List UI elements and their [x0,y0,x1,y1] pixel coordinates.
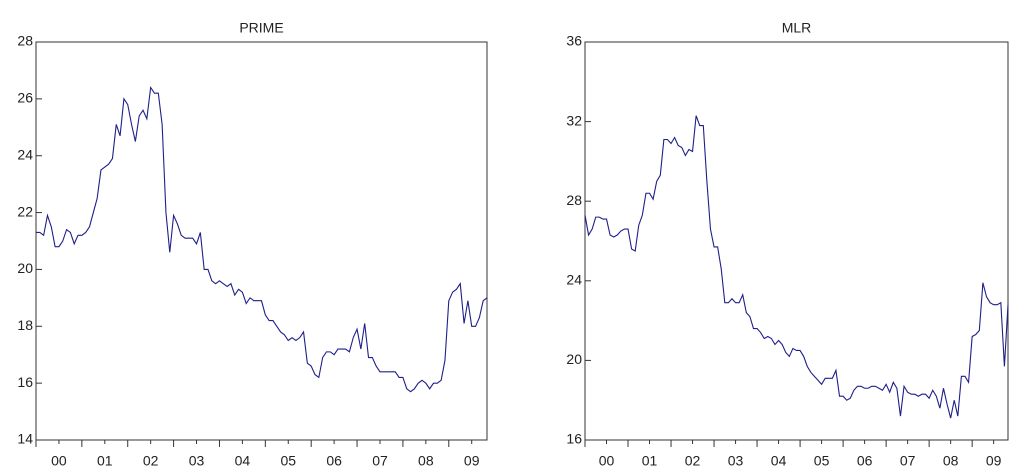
y-tick-label: 16 [566,431,582,447]
y-tick-label: 36 [566,33,582,49]
y-tick-label: 24 [17,146,33,162]
x-tick-label: 01 [642,453,658,468]
y-tick-label: 16 [17,374,33,390]
y-tick-label: 14 [17,431,33,447]
y-tick-label: 20 [566,351,582,367]
x-tick-label: 07 [900,453,916,468]
x-tick-label: 02 [685,453,701,468]
x-tick-label: 00 [599,453,615,468]
y-tick-label: 28 [17,33,33,49]
y-tick-label: 26 [17,90,33,106]
x-tick-label: 05 [280,453,296,468]
chart-title: MLR [782,20,812,36]
y-tick-label: 32 [566,112,582,128]
x-tick-label: 06 [857,453,873,468]
x-tick-label: 01 [97,453,113,468]
x-tick-label: 05 [814,453,830,468]
chart-title: PRIME [239,20,283,36]
y-tick-label: 18 [17,317,33,333]
x-tick-label: 09 [986,453,1002,468]
x-tick-label: 09 [464,453,480,468]
plot-frame [584,41,1009,441]
y-tick-label: 20 [17,260,33,276]
x-tick-label: 07 [372,453,388,468]
x-tick-label: 04 [771,453,787,468]
x-tick-label: 06 [326,453,342,468]
y-tick-label: 22 [17,203,33,219]
x-tick-label: 02 [143,453,159,468]
x-tick-label: 04 [235,453,251,468]
y-tick-label: 24 [566,272,582,288]
plot-frame [35,41,488,441]
x-tick-label: 00 [51,453,67,468]
y-tick-label: 28 [566,192,582,208]
data-line [584,115,1009,419]
x-tick-label: 03 [728,453,744,468]
x-tick-label: 08 [418,453,434,468]
x-tick-label: 08 [943,453,959,468]
x-tick-label: 03 [189,453,205,468]
data-line [36,85,488,393]
